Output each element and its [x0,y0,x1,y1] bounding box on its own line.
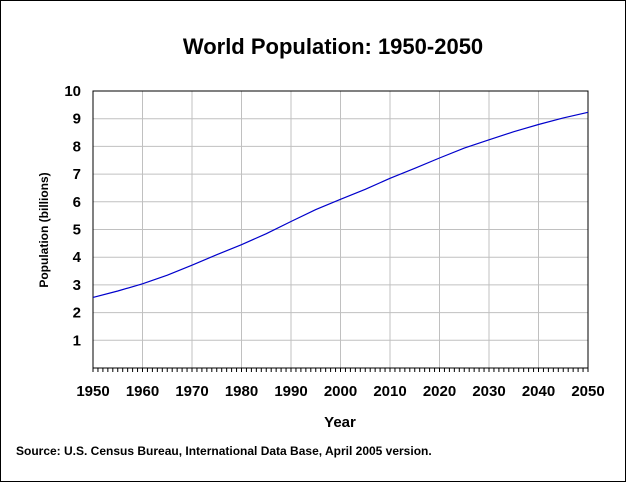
chart-title: World Population: 1950-2050 [183,34,483,59]
source-note: Source: U.S. Census Bureau, Internationa… [16,444,432,458]
y-tick-label: 10 [64,83,81,100]
y-tick-labels: 1 2 3 4 5 6 7 8 9 10 [64,83,81,349]
x-tick-label: 1960 [126,383,159,400]
y-tick-label: 8 [73,138,81,155]
y-tick-label: 3 [73,277,81,294]
x-tick-label: 2030 [472,383,505,400]
x-tick-label: 2040 [522,383,555,400]
x-tick-label: 1990 [274,383,307,400]
x-minor-ticks [92,368,589,372]
y-tick-label: 5 [73,222,81,239]
x-tick-label: 2020 [423,383,456,400]
x-tick-label: 2000 [324,383,357,400]
y-axis-label: Population (billions) [37,172,51,287]
x-tick-labels: 1950 1960 1970 1980 1990 2000 2010 2020 2030 2040… [76,383,604,400]
gridlines [92,90,589,368]
population-line [92,111,589,298]
x-tick-label: 1950 [76,383,109,400]
x-axis-label: Year [324,414,356,431]
x-tick-label: 2050 [571,383,604,400]
y-tick-label: 9 [73,111,81,128]
y-tick-label: 7 [73,166,81,183]
y-tick-label: 1 [73,332,81,349]
y-tick-label: 6 [73,194,81,211]
x-tick-label: 2010 [373,383,406,400]
y-tick-label: 4 [73,249,82,266]
y-tick-label: 2 [73,305,81,322]
x-tick-label: 1980 [225,383,258,400]
x-tick-label: 1970 [175,383,208,400]
